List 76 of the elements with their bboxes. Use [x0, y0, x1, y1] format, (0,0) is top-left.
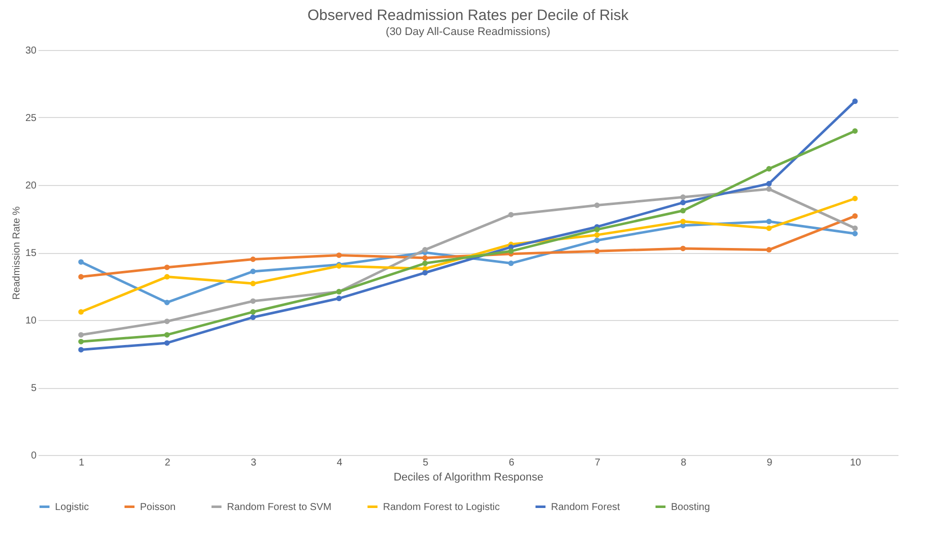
point — [422, 270, 428, 276]
point — [78, 274, 84, 280]
point — [250, 314, 256, 320]
point — [250, 256, 256, 262]
x-axis-title: Deciles of Algorithm Response — [394, 472, 544, 484]
y-axis-title: Readmission Rate % — [11, 206, 22, 300]
point — [250, 280, 256, 286]
point — [164, 264, 170, 270]
x-tick-label: 7 — [594, 458, 601, 468]
point — [250, 298, 256, 304]
point — [422, 255, 428, 261]
point — [680, 194, 686, 200]
x-tick-label: 5 — [422, 458, 429, 468]
x-tick-label: 1 — [78, 458, 85, 468]
point — [508, 248, 514, 254]
point — [852, 225, 858, 231]
point — [250, 309, 256, 315]
x-tick-label: 3 — [250, 458, 257, 468]
x-tick-label: 4 — [336, 458, 343, 468]
point — [766, 180, 772, 186]
y-tick-label: 25 — [25, 113, 37, 124]
point — [164, 300, 170, 306]
legend-label: Poisson — [140, 502, 176, 513]
point — [594, 238, 600, 244]
y-tick-label: 0 — [30, 450, 37, 462]
point — [78, 332, 84, 338]
point — [766, 218, 772, 224]
legend-label: Random Forest to SVM — [227, 502, 332, 513]
point — [336, 252, 342, 258]
point — [164, 332, 170, 338]
point — [336, 296, 342, 302]
x-tick-label: 8 — [680, 458, 687, 468]
point — [78, 259, 84, 265]
point — [852, 98, 858, 104]
point — [422, 247, 428, 253]
y-tick-label: 5 — [30, 383, 37, 394]
x-tick-label: 10 — [850, 458, 862, 468]
point — [852, 196, 858, 202]
chart-title: Observed Readmission Rates per Decile of Risk — [308, 7, 629, 24]
point — [852, 128, 858, 134]
point — [680, 246, 686, 252]
x-tick-label: 6 — [508, 458, 515, 468]
point — [766, 225, 772, 231]
y-tick-label: 10 — [25, 316, 37, 326]
point — [766, 186, 772, 192]
point — [594, 226, 600, 232]
point — [164, 340, 170, 346]
point — [680, 218, 686, 224]
legend-label: Boosting — [671, 502, 710, 513]
y-tick-label: 30 — [25, 46, 37, 56]
point — [508, 260, 514, 266]
point — [594, 248, 600, 254]
point — [164, 274, 170, 280]
point — [680, 208, 686, 214]
point — [78, 338, 84, 344]
point — [594, 232, 600, 238]
point — [766, 247, 772, 253]
point — [78, 346, 84, 352]
point — [852, 230, 858, 236]
x-tick-label: 2 — [164, 458, 171, 468]
point — [594, 202, 600, 208]
y-tick-label: 15 — [25, 248, 37, 259]
chart-subtitle: (30 Day All-Cause Readmissions) — [386, 26, 550, 38]
point — [164, 318, 170, 324]
point — [78, 309, 84, 315]
legend-label: Random Forest to Logistic — [383, 502, 500, 513]
y-tick-label: 20 — [25, 180, 37, 192]
point — [852, 213, 858, 219]
point — [508, 212, 514, 218]
x-tick-label: 9 — [766, 458, 773, 468]
point — [250, 268, 256, 274]
point — [766, 166, 772, 172]
legend-label: Logistic — [55, 502, 89, 513]
legend-label: Random Forest — [551, 502, 620, 513]
point — [422, 260, 428, 266]
point — [680, 200, 686, 206]
